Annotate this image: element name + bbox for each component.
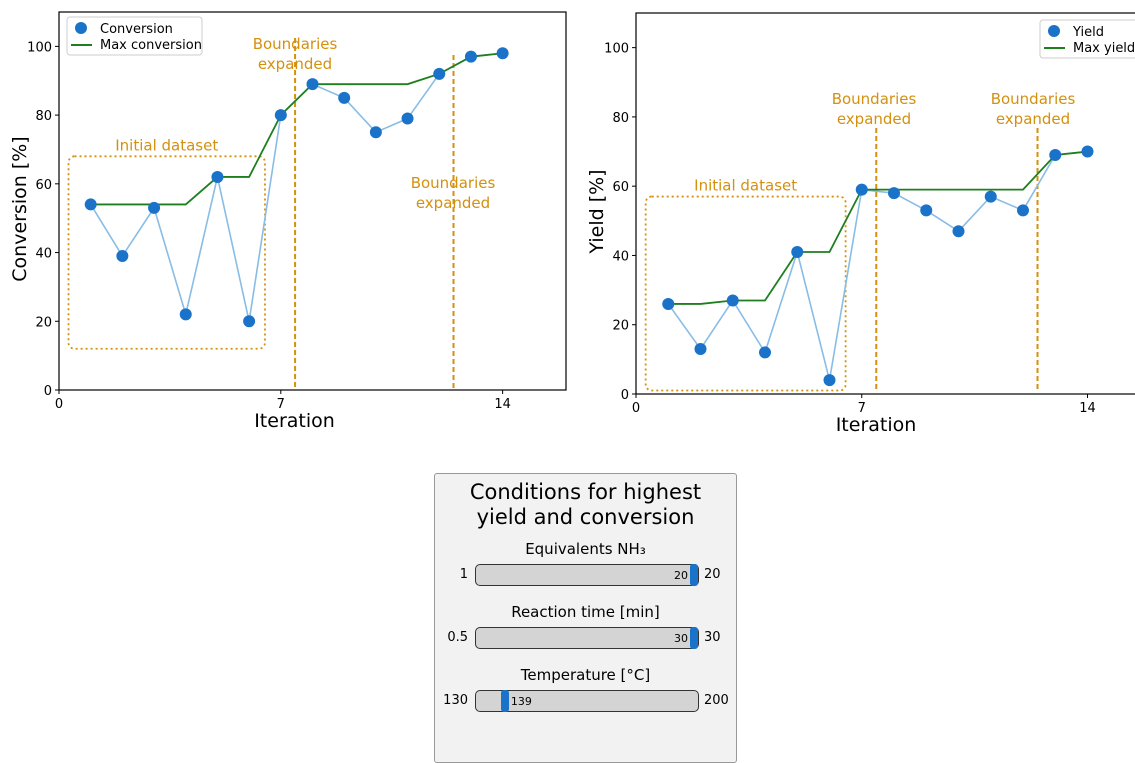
data-point xyxy=(148,201,161,214)
y-tick-label: 80 xyxy=(612,111,629,126)
conditions-panel: Conditions for highest yield and convers… xyxy=(434,473,737,763)
data-point xyxy=(726,294,739,307)
condition-min: 130 xyxy=(443,693,468,708)
condition-equivalents-nh3: Equivalents NH₃ 1 20 20 xyxy=(435,540,736,598)
y-tick-label: 100 xyxy=(27,40,52,55)
data-point xyxy=(759,346,771,359)
initial-dataset-box xyxy=(67,155,266,350)
y-axis-label: Yield [%] xyxy=(586,169,608,254)
y-tick-label: 100 xyxy=(604,42,629,57)
y-tick-label: 20 xyxy=(35,315,52,330)
condition-max: 200 xyxy=(704,693,729,708)
data-point xyxy=(1017,204,1029,217)
boundaries-expanded-label: Boundaries expanded xyxy=(253,35,338,73)
data-point xyxy=(338,91,351,104)
condition-slider-handle xyxy=(500,690,509,712)
data-point xyxy=(694,342,707,355)
legend-label: Max yield xyxy=(1073,41,1135,56)
x-axis-label: Iteration xyxy=(836,414,917,436)
condition-min: 0.5 xyxy=(447,630,468,645)
legend-label: Yield xyxy=(1072,25,1104,40)
condition-max: 20 xyxy=(704,567,721,582)
data-point xyxy=(920,204,933,217)
condition-value: 20 xyxy=(674,569,688,582)
data-point xyxy=(984,190,997,203)
data-point xyxy=(179,308,192,321)
data-point xyxy=(952,225,965,238)
y-tick-label: 40 xyxy=(35,247,52,262)
condition-slider-track: 30 xyxy=(475,627,699,649)
x-tick-label: 14 xyxy=(494,397,511,412)
data-point xyxy=(1081,145,1094,158)
condition-slider-handle xyxy=(690,627,698,649)
legend-label: Conversion xyxy=(100,22,173,37)
data-point xyxy=(369,126,382,139)
condition-label: Equivalents NH₃ xyxy=(525,540,646,558)
condition-slider-handle xyxy=(690,564,698,586)
data-point xyxy=(791,245,804,258)
boundaries-expanded-label: Boundaries expanded xyxy=(411,174,496,212)
data-point xyxy=(496,47,509,60)
data-point xyxy=(1049,149,1062,162)
boundaries-expanded-label: Boundaries expanded xyxy=(991,90,1076,128)
x-tick-label: 7 xyxy=(277,397,285,412)
y-tick-label: 20 xyxy=(612,319,629,334)
condition-max: 30 xyxy=(704,630,721,645)
data-point xyxy=(243,315,256,328)
condition-min: 1 xyxy=(459,567,468,582)
condition-value: 30 xyxy=(674,632,688,645)
data-point xyxy=(888,187,900,200)
data-point xyxy=(433,67,446,80)
max-series-line xyxy=(668,150,1088,305)
data-point xyxy=(823,374,836,387)
x-tick-label: 7 xyxy=(858,401,866,416)
yield-chart: 0 20 40 60 80 100 0 7 14 Iteration Yield [%] Initia… xyxy=(586,12,1135,436)
condition-reaction-time: Reaction time [min] 0.5 30 30 xyxy=(435,603,736,661)
data-point xyxy=(274,109,287,122)
legend-box xyxy=(66,16,203,56)
condition-value: 139 xyxy=(510,695,532,708)
conditions-title: Conditions for highest yield and convers… xyxy=(469,480,702,529)
condition-slider-track: 20 xyxy=(475,564,699,586)
data-point xyxy=(855,183,868,196)
legend-label: Max conversion xyxy=(100,38,202,53)
y-tick-label: 0 xyxy=(621,388,629,403)
data-point xyxy=(306,78,319,91)
x-tick-label: 14 xyxy=(1079,401,1096,416)
conversion-chart: 0 20 40 60 80 100 0 7 14 Iteration Conversion [%] I… xyxy=(9,11,567,432)
plot-frame xyxy=(58,11,567,391)
initial-dataset-box xyxy=(644,195,847,392)
data-point xyxy=(662,297,675,310)
data-point xyxy=(116,249,129,262)
condition-temperature: Temperature [°C] 130 139 200 xyxy=(435,666,736,724)
legend-marker-points xyxy=(75,22,87,34)
boundaries-expanded-label: Boundaries expanded xyxy=(832,90,917,128)
y-tick-label: 60 xyxy=(612,180,629,195)
y-tick-label: 40 xyxy=(612,249,629,264)
y-tick-label: 0 xyxy=(44,384,52,399)
data-point xyxy=(464,50,477,63)
y-tick-label: 80 xyxy=(35,109,52,124)
y-axis-label: Conversion [%] xyxy=(9,136,31,281)
x-axis-label: Iteration xyxy=(254,410,335,432)
data-point xyxy=(401,112,414,125)
condition-label: Reaction time [min] xyxy=(511,603,660,621)
initial-dataset-label: Initial dataset xyxy=(115,136,218,154)
legend-marker-points xyxy=(1048,25,1060,37)
plot-frame xyxy=(635,12,1135,395)
condition-slider-track: 139 xyxy=(475,690,699,712)
data-point xyxy=(84,198,97,211)
condition-label: Temperature [°C] xyxy=(520,666,651,684)
x-tick-label: 0 xyxy=(55,397,63,412)
initial-dataset-label: Initial dataset xyxy=(694,177,797,195)
x-tick-label: 0 xyxy=(632,401,640,416)
data-point xyxy=(211,170,224,183)
y-tick-label: 60 xyxy=(35,178,52,193)
